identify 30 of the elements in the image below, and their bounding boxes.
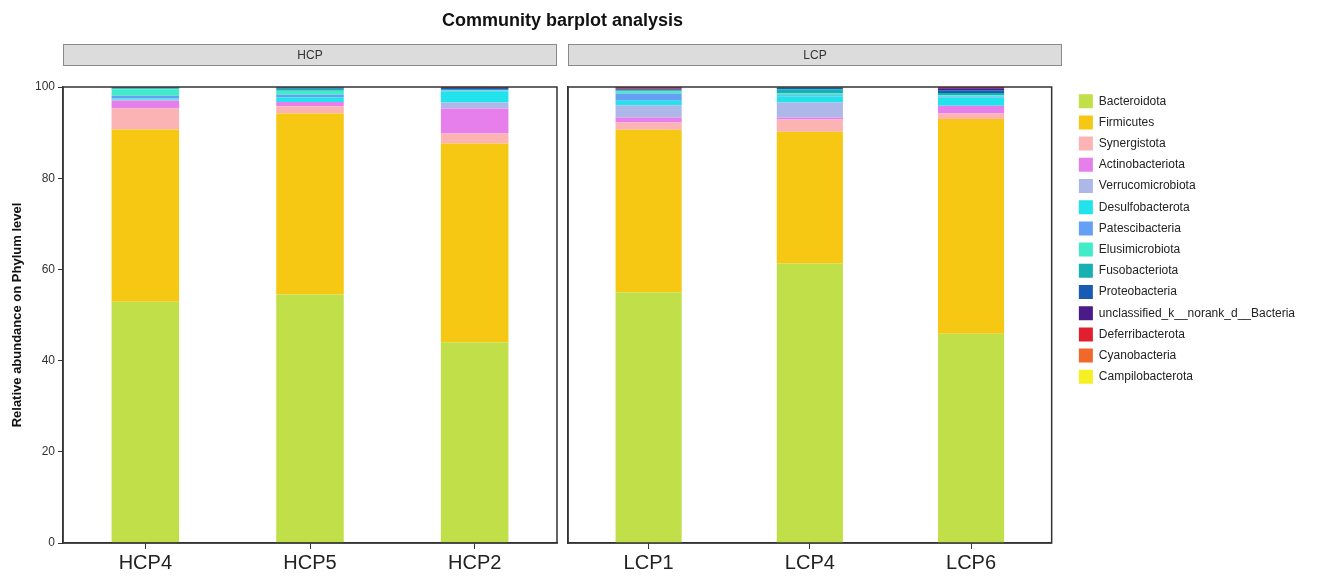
y-tick-label: 20 [41, 444, 56, 459]
x-tick-label: HCP2 [447, 550, 502, 573]
legend-label: Fusobacteriota [1098, 263, 1179, 278]
y-tick-label: 100 [34, 79, 56, 94]
legend-label: Actinobacteriota [1098, 157, 1186, 172]
legend-label: Synergistota [1098, 135, 1166, 150]
legend-label: Cyanobacteria [1098, 347, 1177, 362]
x-tick-label: HCP4 [118, 550, 173, 573]
legend-label: unclassified_k__norank_d__Bacteria [1098, 305, 1296, 320]
y-tick-label: 80 [41, 170, 56, 185]
legend-label: Bacteroidota [1098, 93, 1167, 108]
legend-label: Desulfobacterota [1098, 199, 1190, 214]
chart-title: Community barplot analysis [440, 10, 685, 31]
x-tick-label: HCP5 [283, 550, 337, 573]
chart-subtitle: HCP [63, 44, 557, 66]
legend-label: Patescibacteria [1098, 220, 1182, 235]
legend-label: Firmicutes [1098, 114, 1155, 129]
x-tick-label: LCP1 [623, 550, 674, 573]
y-tick-label: 40 [41, 352, 56, 367]
legend-label: Proteobacteria [1098, 284, 1178, 299]
y-tick-label: 60 [41, 261, 56, 276]
x-tick-label: LCP4 [784, 550, 835, 573]
x-tick-label: LCP6 [946, 550, 997, 573]
legend-label: Elusimicrobiota [1098, 241, 1181, 256]
chart-subtitle: LCP [568, 44, 1062, 66]
y-axis-title: Relative abundance on Phylum level [9, 202, 25, 428]
y-tick-label: 0 [48, 535, 56, 550]
legend-label: Deferribacterota [1098, 326, 1186, 341]
legend-label: Campilobacterota [1098, 369, 1194, 384]
legend-label: Verrucomicrobiota [1098, 178, 1196, 193]
